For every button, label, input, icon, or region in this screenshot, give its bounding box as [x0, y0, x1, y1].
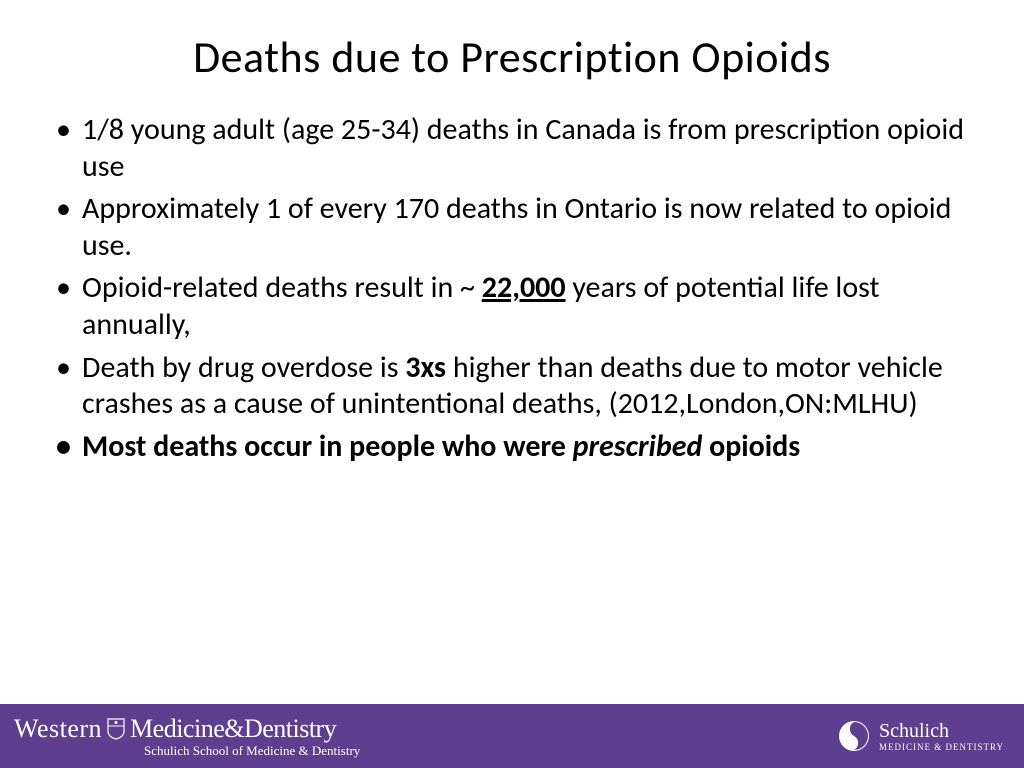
schulich-name: Schulich: [879, 721, 1004, 741]
footer-subtitle: Schulich School of Medicine & Dentistry: [144, 743, 360, 759]
bullet-text: Opioid-related deaths result in ~: [82, 269, 482, 306]
medicine-dentistry-wordmark: Medicine&Dentistry: [130, 714, 336, 744]
bullet-list: 1/8 young adult (age 25-34) deaths in Ca…: [48, 112, 976, 465]
footer-left-logo: Western Medicine&Dentistry Schulich Scho…: [14, 714, 360, 759]
bullet-emphasis: prescribed: [573, 428, 703, 465]
bullet-item: Death by drug overdose is 3xs higher tha…: [82, 350, 976, 423]
footer-right-logo: Schulich MEDICINE & DENTISTRY: [837, 719, 1004, 753]
crest-icon: [106, 717, 126, 741]
slide-title: Deaths due to Prescription Opioids: [48, 30, 976, 84]
bullet-item: 1/8 young adult (age 25-34) deaths in Ca…: [82, 112, 976, 185]
western-wordmark: Western: [14, 714, 102, 744]
footer-left-top: Western Medicine&Dentistry: [14, 714, 360, 744]
schulich-text: Schulich MEDICINE & DENTISTRY: [879, 721, 1004, 752]
schulich-icon: [837, 719, 871, 753]
bullet-emphasis: 3xs: [405, 349, 446, 386]
bullet-text: Death by drug overdose is: [82, 349, 405, 386]
bullet-item: Approximately 1 of every 170 deaths in O…: [82, 191, 976, 264]
slide-content: Deaths due to Prescription Opioids 1/8 y…: [0, 0, 1024, 704]
slide-footer: Western Medicine&Dentistry Schulich Scho…: [0, 704, 1024, 768]
schulich-sub: MEDICINE & DENTISTRY: [879, 743, 1004, 752]
bullet-emphasis: 22,000: [482, 269, 566, 306]
slide: Deaths due to Prescription Opioids 1/8 y…: [0, 0, 1024, 768]
bullet-text: opioids: [702, 428, 800, 465]
bullet-item: Opioid-related deaths result in ~ 22,000…: [82, 270, 976, 343]
bullet-text: Most deaths occur in people who were: [82, 428, 573, 465]
bullet-item: Most deaths occur in people who were pre…: [82, 429, 976, 466]
